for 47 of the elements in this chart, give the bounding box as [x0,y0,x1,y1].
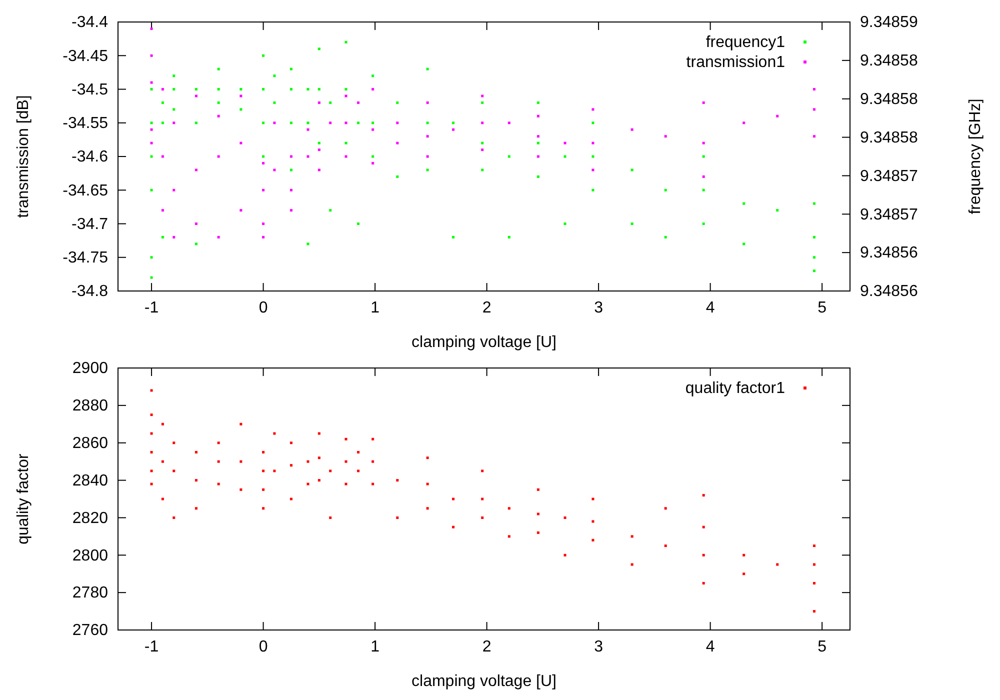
y-axis-title: transmission [dB] [15,95,32,218]
y-tick-label: -34.4 [72,14,108,32]
y-tick-label: 2840 [72,472,108,490]
y-tick-label: 2860 [72,434,108,452]
x-tick-label: 1 [370,638,380,656]
y-tick-label: 2900 [72,360,108,378]
x-tick-label: 4 [706,299,715,316]
x-tick-label: 2 [482,299,492,316]
legend-label: frequency1 [706,34,786,51]
x-axis-title: clamping voltage [U] [412,334,556,351]
y-tick-label: -34.55 [62,114,108,132]
y-tick-label: -34.8 [72,283,108,300]
y-tick-label: 2760 [72,622,108,640]
x-tick-label: 5 [818,638,827,656]
x-tick-label: 2 [482,638,492,656]
y-axis-title: quality factor [15,452,32,544]
x-tick-label: 3 [594,638,604,656]
y-tick-label: 2780 [72,584,108,602]
y2-tick-label: 9.34858 [860,52,918,70]
x-tick-label: 3 [594,299,604,316]
x-tick-label: 1 [370,299,380,316]
legend-label: quality factor1 [685,380,786,397]
y-tick-label: -34.75 [62,249,108,266]
y-tick-label: -34.45 [62,48,108,65]
y2-axis-title: frequency [GHz] [967,98,984,214]
y2-tick-label: 9.34856 [860,244,918,262]
x-tick-label: 4 [706,638,715,656]
x-tick-label: 0 [258,299,268,316]
y-tick-label: 2880 [72,398,108,415]
y2-tick-label: 9.34857 [860,206,918,224]
y-tick-label: -34.6 [72,148,108,166]
x-tick-label: 5 [818,299,827,316]
legend-label: transmission1 [686,54,786,71]
y2-tick-label: 9.34856 [860,283,918,300]
x-tick-label: -1 [144,638,159,656]
x-tick-label: 0 [258,638,268,656]
y-tick-label: 2800 [72,547,108,564]
y-tick-label: 2820 [72,510,108,527]
y2-tick-label: 9.34857 [860,168,918,185]
y2-tick-label: 9.34858 [860,129,918,146]
x-tick-label: -1 [144,299,159,316]
y2-tick-label: 9.34859 [860,14,918,32]
y2-tick-label: 9.34858 [860,90,918,108]
y-tick-label: -34.65 [62,182,108,200]
x-axis-title: clamping voltage [U] [412,673,556,690]
y-tick-label: -34.7 [72,216,108,233]
y-tick-label: -34.5 [72,81,108,98]
